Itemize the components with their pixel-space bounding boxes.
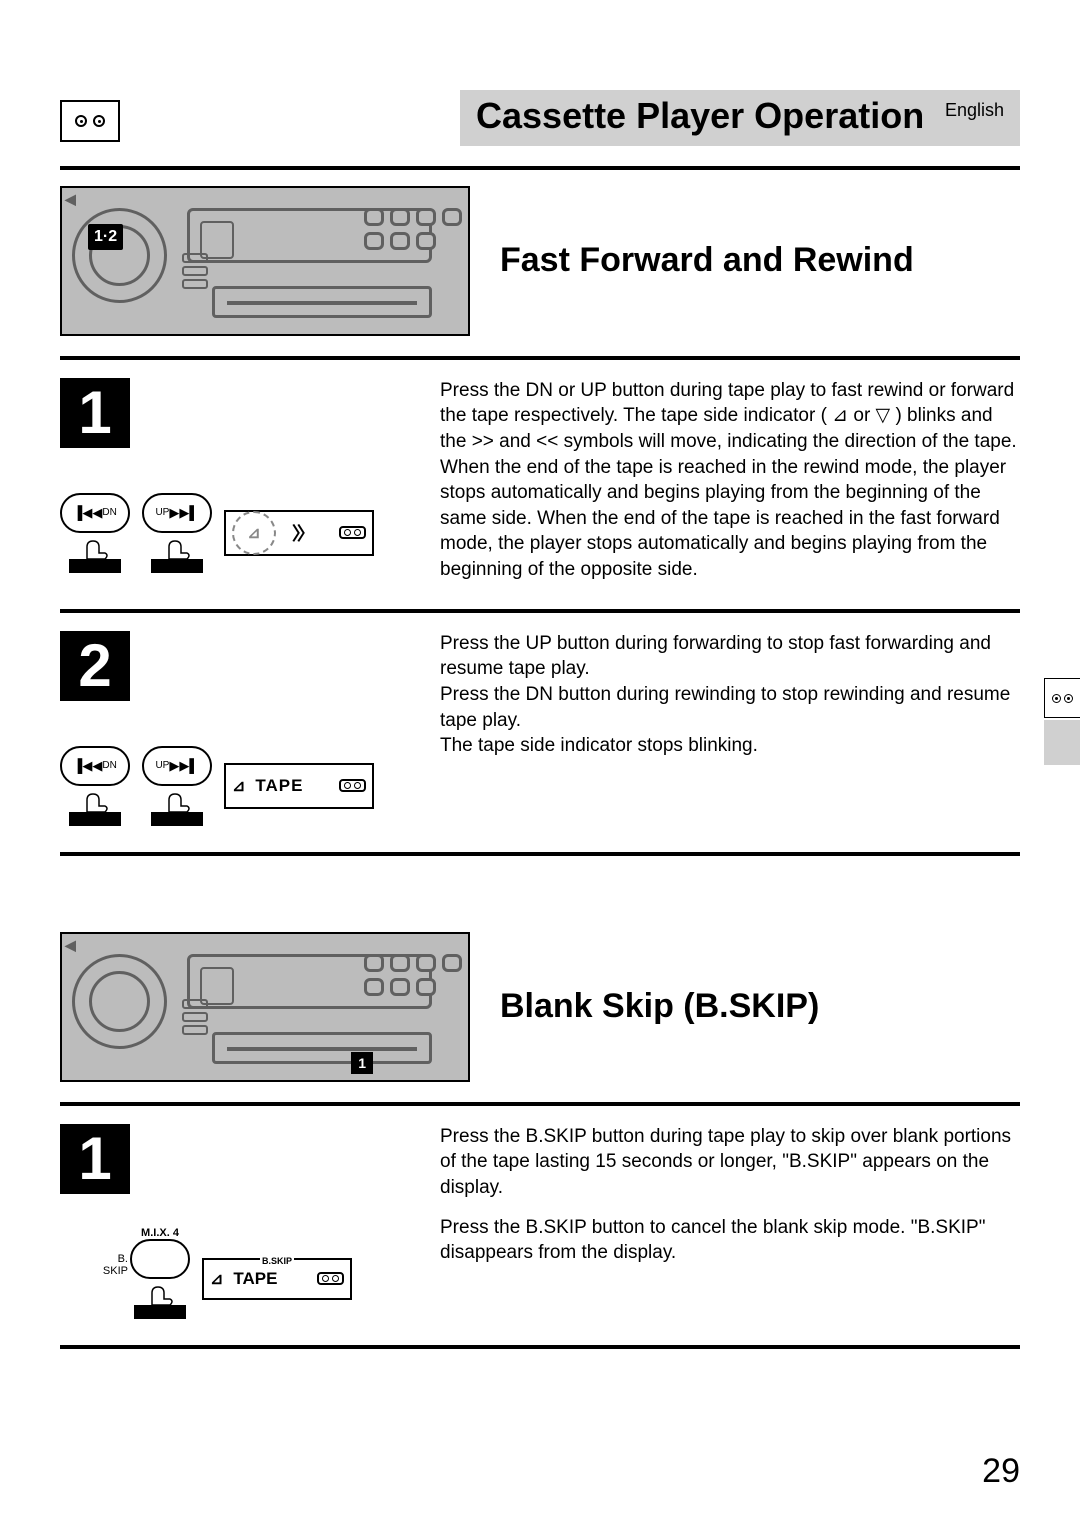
- cassette-symbol-icon: [339, 526, 366, 539]
- step-1: 1 ▐◀◀DN UP▶▶▌ ⊿ 〉〉 Pr: [60, 378, 1020, 583]
- page-title: Cassette Player Operation: [476, 96, 933, 136]
- display-illustration: ⊿ TAPE: [224, 763, 374, 809]
- step-2-text: Press the UP button during forwarding to…: [440, 631, 1020, 826]
- cassette-icon: [60, 100, 120, 142]
- radio-callout: 1: [351, 1052, 373, 1074]
- hand-icon: [79, 533, 111, 561]
- radio-illustration: ◀ 1·2: [60, 186, 470, 336]
- section-1-header: ◀ 1·2 Fast Forward and Rewind: [60, 186, 1020, 336]
- up-button-illustration: UP▶▶▌: [142, 746, 212, 826]
- step-number: 1: [60, 1124, 130, 1194]
- language-label: English: [945, 100, 1004, 121]
- title-bar: Cassette Player Operation English: [460, 90, 1020, 146]
- step-number: 1: [60, 378, 130, 448]
- header: Cassette Player Operation English: [60, 90, 1020, 146]
- step-2: 2 ▐◀◀DN UP▶▶▌ ⊿ TAPE: [60, 631, 1020, 826]
- side-tab-marker: [1044, 720, 1080, 765]
- cassette-symbol-icon: [339, 779, 366, 792]
- bskip-step-text: Press the B.SKIP button during tape play…: [440, 1124, 1020, 1319]
- hand-icon: [144, 1279, 176, 1307]
- display-illustration: B.SKIP ⊿ TAPE: [202, 1258, 352, 1300]
- dn-button-illustration: ▐◀◀DN: [60, 746, 130, 826]
- side-tab-cassette-icon: [1044, 678, 1080, 718]
- cassette-symbol-icon: [317, 1272, 344, 1285]
- hand-icon: [79, 786, 111, 814]
- section-heading: Blank Skip (B.SKIP): [500, 987, 1020, 1026]
- hand-icon: [161, 533, 193, 561]
- section-heading: Fast Forward and Rewind: [500, 241, 1020, 280]
- bskip-button-illustration: M.I.X. 4 B. SKIP: [130, 1239, 190, 1319]
- section-2-header: ◀ 1 Blank Skip (B.SKIP): [60, 932, 1020, 1082]
- step-number: 2: [60, 631, 130, 701]
- radio-illustration: ◀ 1: [60, 932, 470, 1082]
- dn-button-illustration: ▐◀◀DN: [60, 493, 130, 573]
- step-1-text: Press the DN or UP button during tape pl…: [440, 378, 1020, 583]
- up-button-illustration: UP▶▶▌: [142, 493, 212, 573]
- display-illustration: ⊿ 〉〉: [224, 510, 374, 556]
- page-number: 29: [982, 1452, 1020, 1491]
- bskip-step-1: 1 M.I.X. 4 B. SKIP B.SKIP ⊿ TAPE: [60, 1124, 1020, 1319]
- hand-icon: [161, 786, 193, 814]
- radio-callout: 1·2: [88, 224, 123, 250]
